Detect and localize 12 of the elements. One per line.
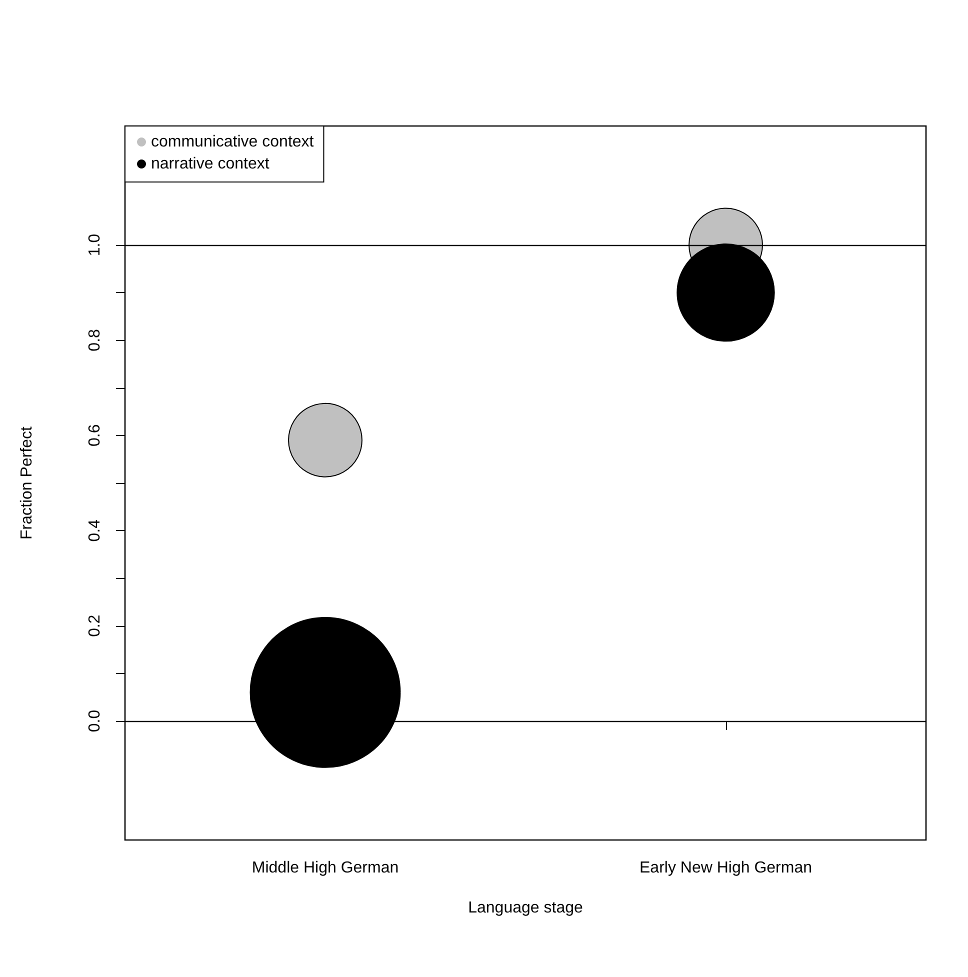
y-tick-label: 0.6	[86, 424, 104, 447]
y-tick-label: 0.0	[86, 710, 104, 732]
legend-label: narrative context	[151, 156, 270, 172]
x-tick-label: Middle High German	[252, 860, 399, 876]
y-tick-label: 0.2	[86, 614, 104, 637]
y-tick-label: 0.8	[86, 328, 104, 352]
x-axis-title: Language stage	[468, 900, 583, 916]
y-tick-label: 0.4	[86, 519, 104, 542]
y-tick-label: 1.0	[86, 234, 104, 256]
x-tick-label: Early New High German	[640, 860, 812, 876]
legend-label: communicative context	[151, 134, 314, 150]
y-axis-title: Fraction Perfect	[18, 426, 36, 540]
